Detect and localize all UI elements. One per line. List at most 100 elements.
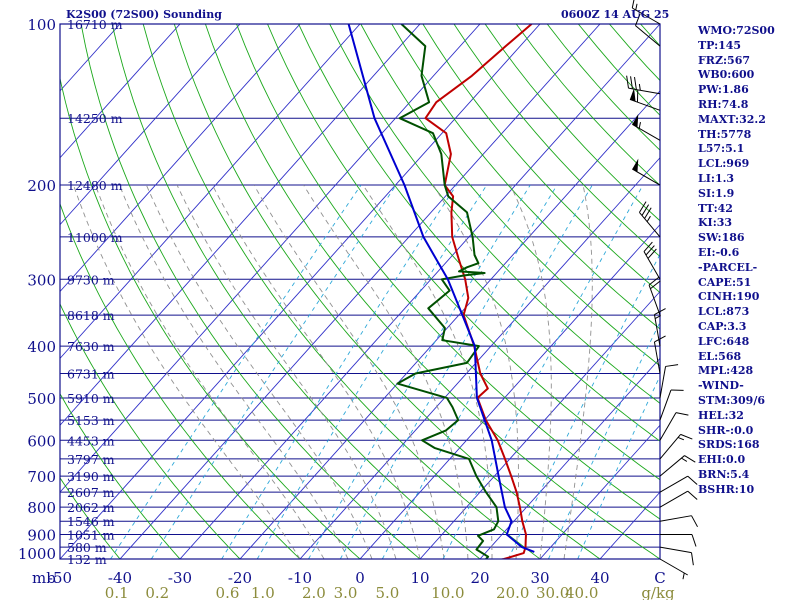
isotherm-line (119, 24, 601, 559)
wind-barb-pennant (632, 158, 639, 173)
height-label: 5910 m (67, 391, 115, 406)
wind-barb (660, 534, 697, 547)
pressure-tick-label: 600 (27, 432, 56, 450)
temperature-tick-label: -40 (108, 569, 132, 587)
wind-barb (659, 389, 684, 421)
wind-barb-half-feather (677, 436, 685, 441)
wind-barb-staff (653, 314, 661, 347)
stat-item: CAP:3.3 (698, 319, 747, 333)
stat-item: SRDS:168 (698, 438, 760, 452)
wind-barb-feather (631, 0, 635, 9)
pressure-tick-label: 900 (27, 527, 56, 545)
wind-barb-half-feather (638, 83, 641, 91)
wind-barb (659, 433, 693, 460)
mixing-ratio-unit-label: g/kg (641, 584, 675, 600)
isotherm-line (60, 24, 241, 226)
stat-item: TH:5778 (698, 127, 752, 141)
moist-adiabat (303, 184, 469, 559)
wind-barb (659, 515, 698, 528)
wind-barb-half-feather (682, 572, 685, 580)
parcel-line (347, 24, 535, 553)
temperature-tick-label: 10 (410, 569, 429, 587)
wind-barb-feather (650, 280, 661, 290)
moist-adiabat (212, 184, 421, 559)
wind-barb-staff (648, 284, 661, 316)
mixing-ratio-label: 3.0 (334, 584, 358, 600)
stat-item: BSHR:10 (698, 482, 755, 496)
wind-barb-feather (647, 248, 657, 259)
mixing-ratio-label: 0.1 (105, 584, 129, 600)
temperature-tick-label: 40 (590, 569, 609, 587)
wind-barb-half-feather (681, 457, 688, 462)
pressure-tick-label: 200 (27, 177, 56, 195)
wind-barb-feather (691, 515, 698, 528)
height-label: 11000 m (67, 230, 123, 245)
wind-barb (629, 88, 661, 111)
wind-barb-feather (644, 207, 652, 219)
wind-barb (653, 308, 666, 347)
stat-item: FRZ:567 (698, 53, 751, 67)
dry-adiabat (60, 392, 181, 559)
stat-item: BRN:5.4 (698, 467, 750, 481)
wind-barb (639, 201, 661, 238)
wind-barb-feather (665, 364, 679, 367)
stat-item: TP:145 (698, 38, 742, 52)
moist-adiabat (73, 184, 301, 559)
stat-item: LFC:648 (698, 334, 750, 348)
isotherm-line (299, 157, 660, 559)
moist-adiabat (362, 184, 493, 559)
pressure-tick-label: 700 (27, 468, 56, 486)
dry-adiabat (80, 24, 421, 559)
wind-barb-staff (659, 515, 692, 522)
dry-adiabat (267, 24, 660, 481)
height-label: 8618 m (67, 308, 115, 323)
temperature-tick-label: -10 (288, 569, 312, 587)
mixing-ratio-line (442, 184, 644, 559)
isotherm-line (60, 24, 481, 493)
stat-item: CINH:190 (698, 290, 760, 304)
pressure-tick-label: 800 (27, 499, 56, 517)
dewpoint-line (396, 24, 500, 559)
plot-frame (59, 23, 661, 560)
stat-item: HEL:32 (698, 408, 744, 422)
pressure-tick-label: 300 (27, 271, 56, 289)
height-label: 2607 m (67, 485, 115, 500)
wind-barb-feather (635, 13, 641, 26)
stat-item: WMO:72S00 (698, 24, 775, 37)
dry-adiabat (60, 477, 121, 559)
wind-barb-staff (632, 7, 661, 25)
isotherm-line (60, 24, 181, 159)
mixing-ratio-label: 1.0 (251, 584, 275, 600)
mixing-ratio-line (150, 184, 397, 559)
temperature-tick-label: C (654, 569, 665, 587)
height-label: 9730 m (67, 272, 115, 287)
dry-adiabat (60, 302, 241, 559)
wind-barb (626, 75, 661, 95)
height-label: 580 m (67, 540, 107, 555)
stat-item: LI:1.3 (698, 171, 735, 185)
dry-adiabat (422, 24, 660, 294)
wind-barb (653, 335, 666, 374)
stats-panel: WMO:72S00 TP:145 FRZ:567 WB0:600 PW:1.86 RH:7… (698, 24, 775, 498)
wind-barb-half-feather (635, 3, 638, 11)
moist-adiabat (563, 185, 593, 559)
dry-adiabat (360, 24, 660, 367)
stat-item: SW:186 (698, 231, 745, 245)
mixing-ratio-label: 2.0 (302, 584, 326, 600)
wind-barb-feather (641, 204, 650, 216)
wind-barb-staff (653, 341, 661, 374)
stat-item: SI:1.9 (698, 186, 735, 200)
stat-item: CAPE:51 (698, 275, 752, 289)
isotherm-line (60, 24, 301, 293)
wind-barb (659, 364, 679, 399)
wind-barb-feather (691, 534, 697, 547)
wind-barb-feather (626, 75, 629, 89)
wind-barb (659, 558, 688, 580)
height-label: 3190 m (67, 469, 115, 484)
stat-item: EL:568 (698, 349, 742, 363)
height-label: 7630 m (67, 339, 115, 354)
height-label: 132 m (67, 552, 107, 567)
pressure-tick-label: 100 (27, 16, 56, 34)
wind-barb-feather (639, 201, 647, 213)
wind-barb (632, 113, 661, 141)
